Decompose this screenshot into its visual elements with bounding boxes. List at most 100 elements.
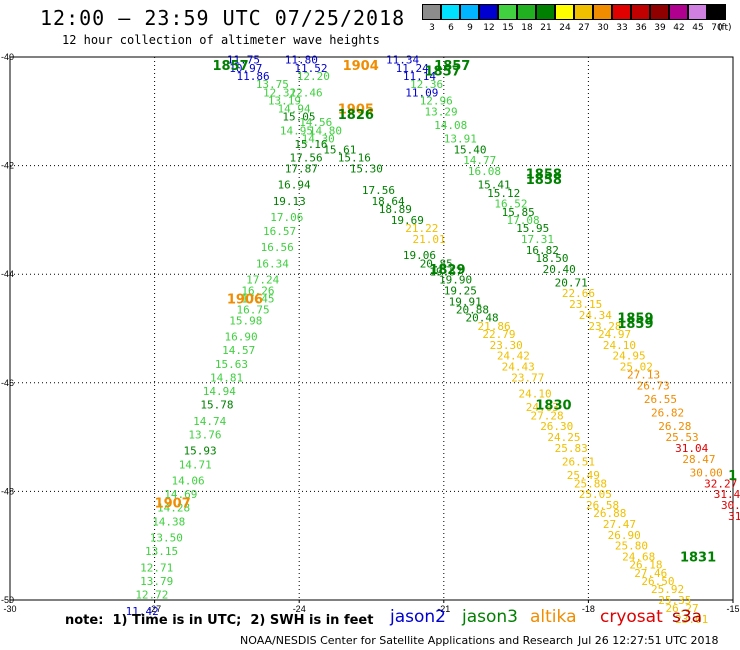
legend-label: 30 bbox=[597, 23, 609, 33]
wave-height-value: 14.77 bbox=[463, 154, 496, 167]
legend-swatch bbox=[593, 4, 612, 20]
wave-height-value: 26.51 bbox=[562, 456, 595, 469]
pass-time-label: 1 bbox=[728, 469, 737, 484]
pass-time-label: 1858 bbox=[526, 168, 562, 183]
lon-tick-label: -27 bbox=[148, 604, 161, 614]
wave-height-value: 28.47 bbox=[682, 453, 715, 466]
wave-height-value: 15.40 bbox=[453, 143, 486, 156]
wave-height-value: 23.28 bbox=[588, 320, 621, 333]
lon-tick-label: -18 bbox=[582, 604, 595, 614]
axis-ticks: -30 -27 -24 -21 -18 -15 -40 -42 -44 -46 -48 -50 bbox=[1, 52, 740, 614]
pass-time-label: 1830 bbox=[535, 399, 571, 414]
wave-height-value: 31.44 bbox=[714, 488, 740, 501]
legend-label: 12 bbox=[483, 23, 495, 33]
lat-tick-label: -42 bbox=[1, 161, 14, 171]
wave-height-value: 24.03 bbox=[526, 401, 559, 414]
pass-time-label: 1858 bbox=[526, 173, 562, 188]
wave-height-value: 21.22 bbox=[405, 222, 438, 235]
wave-height-value: 26.18 bbox=[629, 559, 662, 572]
legend-label: 18 bbox=[521, 23, 533, 33]
legend-label: 9 bbox=[467, 23, 473, 33]
legend-swatch bbox=[536, 4, 555, 20]
lat-tick-label: -44 bbox=[1, 269, 14, 279]
wave-height-value: 30.00 bbox=[690, 466, 723, 479]
pass-time-label: 1859 bbox=[617, 317, 653, 332]
pass-time-label: 1905 bbox=[338, 103, 374, 118]
wave-height-value: 17.31 bbox=[521, 233, 554, 246]
wave-height-value: 25.88 bbox=[574, 477, 607, 490]
legend-label: 42 bbox=[673, 23, 685, 33]
wave-height-value: 14.81 bbox=[210, 371, 243, 384]
footnote: note: 1) Time is in UTC; 2) SWH is in fe… bbox=[65, 613, 374, 628]
legend-label: 27 bbox=[578, 23, 590, 33]
lat-tick-label: -48 bbox=[1, 486, 14, 496]
wave-height-value: 13.19 bbox=[268, 94, 301, 107]
wave-height-value: 12.32 bbox=[263, 86, 296, 99]
wave-height-value: 16.08 bbox=[468, 165, 501, 178]
wave-height-value: 15.93 bbox=[184, 445, 217, 458]
wave-height-value: 15.98 bbox=[229, 314, 262, 327]
wave-height-value: 12.36 bbox=[410, 78, 443, 91]
pass-time-label: 1826 bbox=[338, 108, 374, 123]
legend-label: 70 bbox=[711, 23, 723, 33]
wave-height-value: 14.95 bbox=[280, 124, 313, 137]
wave-height-value: 19.25 bbox=[444, 284, 477, 297]
wave-height-value: 15.16 bbox=[338, 151, 371, 164]
wave-height-value: 11.75 bbox=[227, 54, 260, 67]
wave-height-value: 12.71 bbox=[140, 561, 173, 574]
legend-label: 15 bbox=[502, 23, 514, 33]
wave-height-value: 26.55 bbox=[644, 393, 677, 406]
satellite-name: jason2 bbox=[390, 607, 446, 627]
wave-height-value: 16.75 bbox=[237, 303, 270, 316]
lon-tick-label: -24 bbox=[293, 604, 306, 614]
time-labels: 1857 190419051826185718571858185818291906… bbox=[155, 59, 738, 565]
wave-height-value: 23.77 bbox=[511, 371, 544, 384]
lon-tick-label: -21 bbox=[437, 604, 450, 614]
wave-height-value: 19.57 bbox=[429, 265, 462, 278]
legend-swatch bbox=[517, 4, 536, 20]
wave-height-value: 32.27 bbox=[704, 477, 737, 490]
wave-height-value: 16.90 bbox=[224, 331, 257, 344]
wave-height-value: 14.56 bbox=[299, 116, 332, 129]
lat-tick-label: -40 bbox=[1, 52, 14, 62]
wave-height-value: 14.74 bbox=[193, 415, 226, 428]
lat-tick-label: -50 bbox=[1, 595, 14, 605]
legend-swatch bbox=[479, 4, 498, 20]
wave-height-value: 15.12 bbox=[487, 187, 520, 200]
wave-height-value: 12.72 bbox=[135, 589, 168, 602]
wave-height-value: 15.30 bbox=[350, 162, 383, 175]
wave-height-value: 13.15 bbox=[145, 545, 178, 558]
pass-time-label: 1907 bbox=[155, 496, 191, 511]
wave-height-value: 15.95 bbox=[516, 222, 549, 235]
wave-height-value: 25.35 bbox=[658, 594, 691, 607]
wave-height-value: 24.97 bbox=[598, 328, 631, 341]
wave-height-value: 14.80 bbox=[309, 124, 342, 137]
map-subtitle: 12 hour collection of altimeter wave hei… bbox=[62, 33, 380, 47]
map-title: 12:00 – 23:59 UTC 07/25/2018 bbox=[40, 6, 406, 30]
wave-height-value: 11.80 bbox=[285, 54, 318, 67]
wave-height-value: 26.27 bbox=[666, 602, 699, 615]
wave-height-value: 26.28 bbox=[658, 420, 691, 433]
wave-height-value: 20.88 bbox=[456, 303, 489, 316]
legend-swatch bbox=[555, 4, 574, 20]
wave-height-value: 24.10 bbox=[519, 388, 552, 401]
legend-swatch bbox=[422, 4, 441, 20]
wave-height-value: 14.30 bbox=[302, 132, 335, 145]
wave-height-value: 23.01 bbox=[675, 613, 708, 626]
wave-height-value: 16.82 bbox=[526, 244, 559, 257]
wave-height-value: 25.83 bbox=[555, 442, 588, 455]
wave-height-value: 30.4 bbox=[721, 499, 740, 512]
legend-swatch bbox=[460, 4, 479, 20]
wave-height-value: 16.26 bbox=[241, 284, 274, 297]
legend-swatch bbox=[707, 4, 726, 20]
wave-height-value: 17.08 bbox=[506, 214, 539, 227]
legend-label: 24 bbox=[559, 23, 571, 33]
wave-height-value: 11.34 bbox=[386, 54, 419, 67]
pass-time-label: 1831 bbox=[680, 551, 716, 566]
wave-height-value: 22.66 bbox=[562, 287, 595, 300]
wave-height-value: 14.08 bbox=[434, 119, 467, 132]
wave-height-value: 26.90 bbox=[608, 529, 641, 542]
wave-height-value: 24.42 bbox=[497, 350, 530, 363]
wave-height-value: 12.20 bbox=[297, 70, 330, 83]
